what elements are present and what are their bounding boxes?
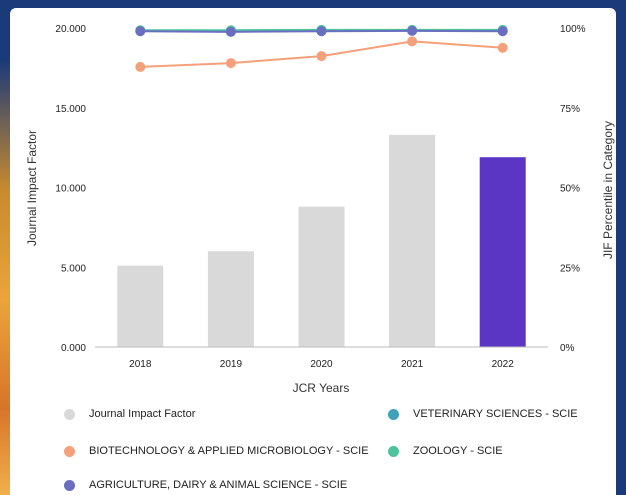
line-point-3-2022 (497, 26, 508, 37)
x-tick-label: 2021 (401, 359, 424, 370)
x-tick-label: 2022 (492, 359, 515, 370)
line-point-1-2019 (225, 58, 236, 69)
line-point-1-2018 (135, 61, 146, 72)
bar-2019 (207, 251, 254, 347)
line-series (135, 24, 508, 72)
background-edge (618, 0, 626, 495)
y2-tick-label: 25% (560, 263, 580, 274)
bar-2022 (479, 157, 526, 347)
axes: 2018 2019 2020 2021 2022 0.000 5.000 10.000 15.0… (55, 24, 585, 370)
line-point-1-2020 (316, 51, 327, 62)
x-tick-label: 2019 (220, 359, 243, 370)
line-point-3-2021 (407, 25, 418, 36)
y-tick-label: 15.000 (55, 104, 86, 115)
x-axis-label: JCR Years (293, 381, 350, 395)
y2-axis-label: JIF Percentile in Category (601, 121, 615, 259)
line-point-1-2021 (407, 36, 418, 47)
y2-tick-label: 100% (560, 24, 586, 35)
line-point-1-2022 (497, 42, 508, 53)
line-point-3-2019 (225, 26, 236, 37)
line-point-3-2018 (135, 26, 146, 37)
y-tick-label: 5.000 (61, 263, 86, 274)
y2-tick-label: 50% (560, 184, 580, 195)
y-tick-label: 0.000 (61, 343, 86, 354)
bar-2018 (117, 265, 164, 347)
y-axis-label: Journal Impact Factor (25, 130, 39, 246)
bar-2021 (389, 134, 436, 347)
y2-tick-label: 0% (560, 343, 575, 354)
y2-tick-label: 75% (560, 104, 580, 115)
y-tick-label: 10.000 (55, 184, 86, 195)
bar-2020 (298, 206, 345, 347)
y-tick-label: 20.000 (55, 24, 86, 35)
bar-series (117, 134, 526, 347)
line-point-3-2020 (316, 26, 327, 37)
x-tick-label: 2020 (310, 359, 333, 370)
x-tick-label: 2018 (129, 359, 152, 370)
